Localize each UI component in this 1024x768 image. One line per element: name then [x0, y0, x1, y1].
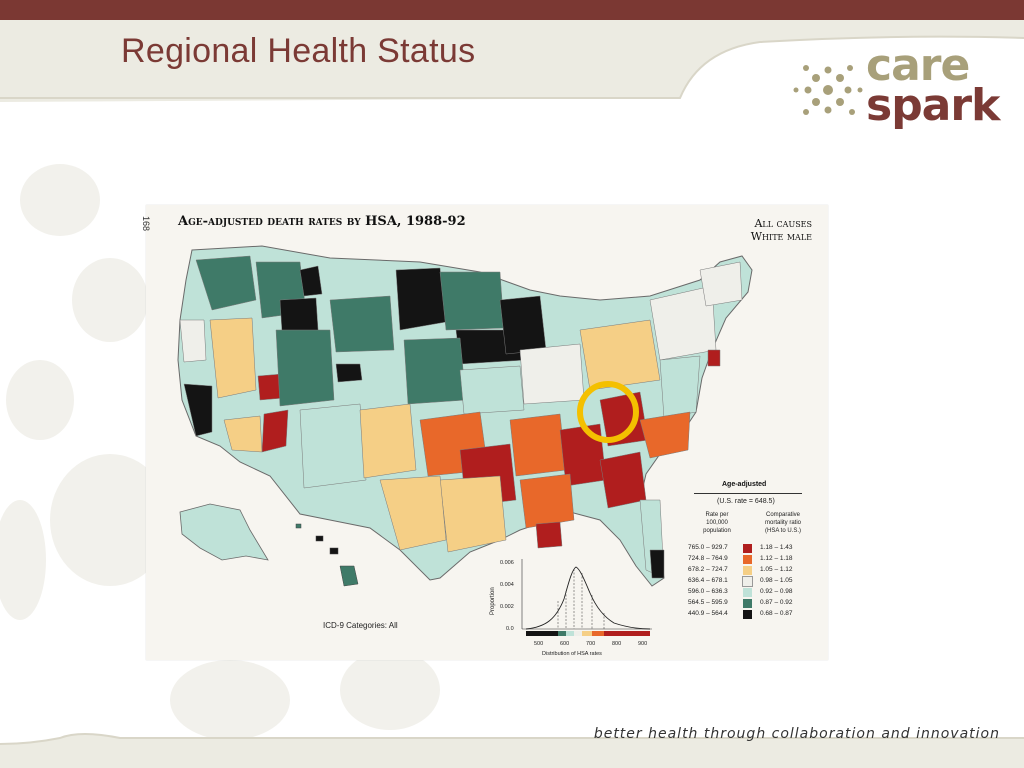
legend-ratio: 1.12 – 1.18 [760, 555, 793, 562]
hist-y-tick: 0.004 [500, 582, 514, 588]
legend-col1-line: population [703, 528, 731, 534]
figure-title: Age-adjusted death rates by HSA, 1988-92 [178, 214, 466, 229]
legend-rate: 636.4 – 678.1 [688, 577, 728, 584]
hist-density-curve [525, 566, 651, 630]
hist-color-bar [526, 631, 558, 636]
legend-col2-line: mortality ratio [764, 520, 801, 526]
legend-ratio: 0.87 – 0.92 [760, 599, 793, 606]
legend-col1-line: 100,000 [706, 520, 728, 526]
logo-word-spark: spark [866, 80, 1000, 131]
hist-color-bar [558, 631, 566, 636]
legend-swatch [743, 544, 752, 553]
legend-rate: 678.2 – 724.7 [688, 566, 728, 573]
legend-swatch [742, 576, 753, 587]
legend-ratio: 1.18 – 1.43 [760, 544, 793, 551]
legend-rate: 724.8 – 764.9 [688, 555, 728, 562]
legend-col2-header: Comparative mortality ratio (HSA to U.S.… [755, 511, 811, 535]
figure-cause-line1: All causes [754, 217, 812, 230]
top-accent-bar [0, 0, 1024, 20]
legend-us-rate: (U.S. rate = 648.5) [717, 498, 775, 505]
us-hsa-choropleth-map [177, 245, 753, 587]
legend-rate: 765.0 – 929.7 [688, 544, 728, 551]
hist-x-tick: 600 [560, 641, 569, 647]
legend-heading: Age-adjusted [722, 481, 767, 488]
icd-categories-label: ICD-9 Categories: All [323, 621, 398, 630]
legend-rate: 564.5 – 595.9 [688, 599, 728, 606]
hist-color-bar [604, 631, 650, 636]
legend-col1-header: Rate per 100,000 population [697, 511, 737, 535]
legend-col2-line: Comparative [765, 512, 800, 518]
slide-title: Regional Health Status [121, 32, 476, 70]
alaska-shape [179, 503, 269, 561]
footer-tagline: better health through collaboration and … [593, 726, 1000, 742]
legend-rule [694, 493, 802, 494]
background-decoration [0, 164, 440, 740]
legend-swatch [743, 599, 752, 608]
carespark-logo-mark [793, 65, 863, 115]
hist-color-bar [592, 631, 604, 636]
footer-band [0, 733, 1024, 768]
carespark-logo-text: care spark [866, 40, 1000, 131]
hawaii-shape [295, 523, 359, 587]
hist-x-label: Distribution of HSA rates [542, 651, 602, 657]
hist-color-bar [566, 631, 574, 636]
legend-swatch [743, 555, 752, 564]
header-band [0, 20, 1024, 102]
legend-col1-line: Rate per [705, 512, 729, 518]
legend-swatch [743, 588, 752, 597]
legend-ratio: 0.98 – 1.05 [760, 577, 793, 584]
legend-ratio: 0.92 – 0.98 [760, 588, 793, 595]
hist-y-label: Proportion [490, 587, 496, 615]
hist-x-tick: 900 [638, 641, 647, 647]
hist-x-tick: 700 [586, 641, 595, 647]
legend-rate: 440.9 – 564.4 [688, 610, 728, 617]
legend-rate: 596.0 – 636.3 [688, 588, 728, 595]
hist-color-bar [582, 631, 592, 636]
hist-x-tick: 500 [534, 641, 543, 647]
highlight-circle [577, 381, 639, 443]
hist-color-bar [574, 631, 582, 636]
hsa-rate-distribution-chart: Proportion 0.006 0.004 0.002 0.0 500 600… [490, 559, 652, 657]
hist-x-tick: 800 [612, 641, 621, 647]
legend-col2-line: (HSA to U.S.) [764, 528, 801, 534]
legend-swatch [743, 610, 752, 619]
figure-cause-line2: White male [750, 230, 812, 243]
hist-y-tick: 0.006 [500, 560, 514, 566]
legend-swatch [743, 566, 752, 575]
hist-y-tick: 0.0 [506, 626, 514, 632]
hist-y-tick: 0.002 [500, 604, 514, 610]
legend-ratio: 1.05 – 1.12 [760, 566, 793, 573]
legend-ratio: 0.68 – 0.87 [760, 610, 793, 617]
logo-word-care: care [866, 40, 970, 91]
